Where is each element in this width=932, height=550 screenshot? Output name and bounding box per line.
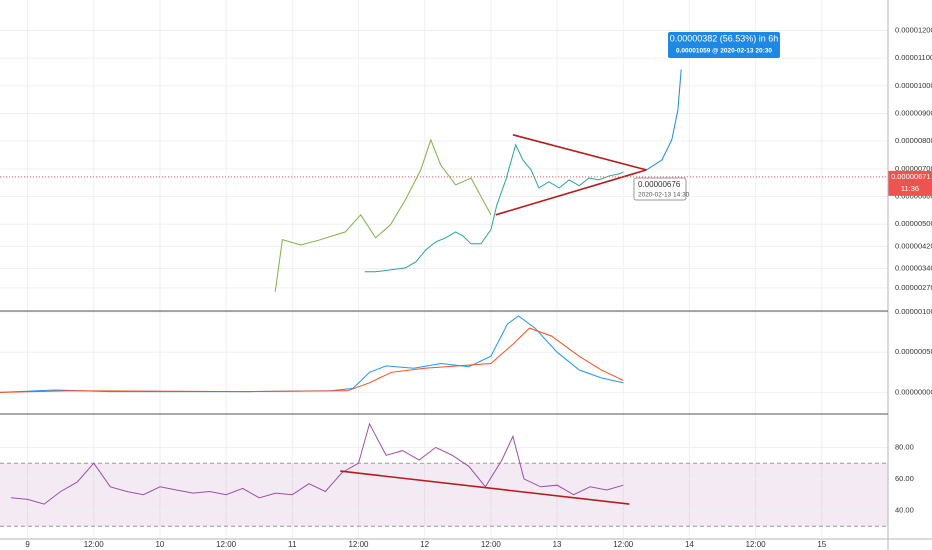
- y-tick-label: 0.00000600: [895, 192, 932, 201]
- x-tick-label: 11: [288, 540, 297, 549]
- x-tick-label: 10: [155, 540, 164, 549]
- y-tick-label: 0.00001200: [895, 25, 932, 34]
- y-tick-label: 0.00000420: [895, 241, 932, 250]
- y-tick-label: 0.00001100: [895, 53, 932, 62]
- point-box: [633, 177, 687, 201]
- x-tick-label: 13: [553, 540, 562, 549]
- y-tick-label: 0.00000050: [895, 347, 932, 356]
- series-line: [646, 69, 682, 171]
- y-tick-label: 0.00000900: [895, 108, 932, 117]
- x-tick-label: 12:00: [84, 540, 105, 549]
- x-tick-label: 15: [817, 540, 826, 549]
- x-tick-label: 12: [420, 540, 429, 549]
- series-line: [340, 470, 630, 505]
- point-label: 0.00000676 2020-02-13 14:30: [633, 177, 690, 201]
- projection-detail: 0.00001059 @ 2020-02-13 20:30: [676, 48, 772, 55]
- series-line: [364, 143, 624, 273]
- series-line: [512, 134, 647, 171]
- projection-box: [668, 32, 780, 58]
- countdown-label: 11:36: [901, 184, 919, 193]
- projection-title: 0.00000382 (56.53%) in 6h: [670, 33, 779, 43]
- y-tick-label: 0.00000500: [895, 219, 932, 228]
- y-tick-label: 80.00: [895, 442, 914, 451]
- x-tick-label: 9: [25, 540, 30, 549]
- y-tick-label: 0.00000700: [895, 164, 932, 173]
- series-line: [274, 138, 492, 292]
- series-line: [0, 327, 624, 393]
- last-price-box: [888, 170, 932, 196]
- y-tick-label: 0.00000800: [895, 136, 932, 145]
- y-tick-label: 60.00: [895, 474, 914, 483]
- y-tick-label: 40.00: [895, 505, 914, 514]
- x-tick-label: 14: [685, 540, 694, 549]
- series-line: [10, 422, 624, 505]
- projection-label: 0.00000382 (56.53%) in 6h 0.00001059 @ 2…: [668, 32, 780, 58]
- y-tick-label: 0.00000340: [895, 263, 932, 272]
- point-price: 0.00000676: [638, 180, 681, 189]
- x-tick-label: 12:00: [216, 540, 237, 549]
- x-tick-label: 12:00: [481, 540, 502, 549]
- y-tick-label: 0.00000270: [895, 283, 932, 292]
- y-tick-label: 0.00000100: [895, 307, 932, 316]
- x-tick-label: 12:00: [613, 540, 634, 549]
- y-tick-label: 0.00000000: [895, 387, 932, 396]
- x-tick-label: 12:00: [746, 540, 767, 549]
- x-tick-label: 12:00: [348, 540, 369, 549]
- y-tick-label: 0.00001000: [895, 81, 932, 90]
- rsi-band: [0, 463, 888, 527]
- point-time: 2020-02-13 14:30: [638, 192, 690, 199]
- last-price-label: 0.00000671: [891, 172, 931, 181]
- series-line: [495, 169, 647, 216]
